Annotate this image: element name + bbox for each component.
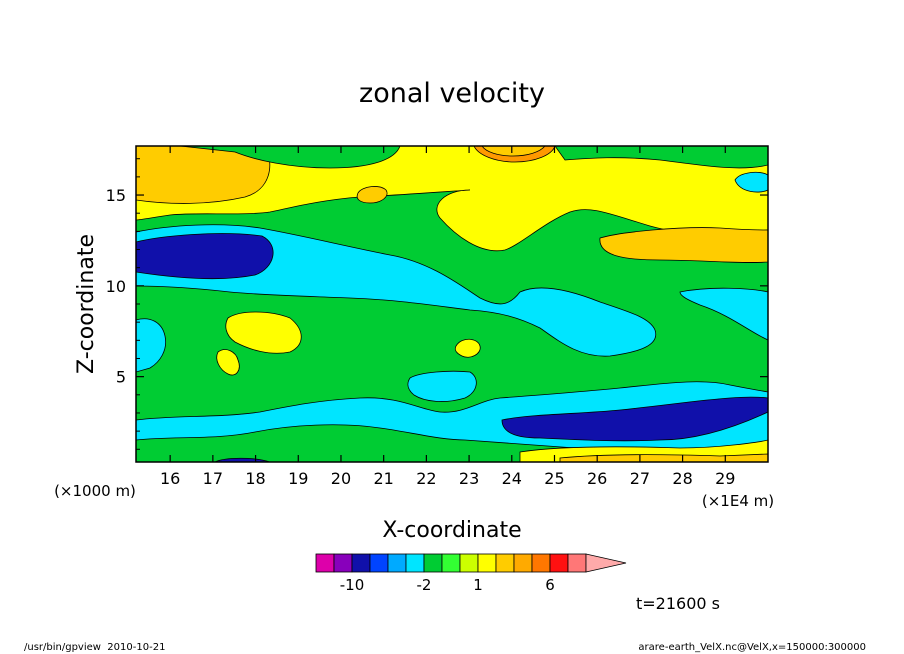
colorbar-swatch: [549, 553, 569, 573]
region-yellow-blob-1: [225, 311, 302, 354]
colorbar-label: -2: [417, 576, 432, 594]
colorbar-swatch: [405, 553, 425, 573]
region-orange-bottom-right: [559, 453, 768, 462]
x-tick-label: 24: [502, 469, 522, 488]
colorbar: -10 -2 1 6: [315, 553, 627, 594]
contour-field: [136, 146, 768, 462]
colorbar-swatch: [369, 553, 389, 573]
colorbar-swatch: [387, 553, 407, 573]
x-tick-label: 26: [587, 469, 607, 488]
footer-right: arare-earth_VelX.nc@VelX,x=150000:300000: [638, 642, 866, 653]
colorbar-label: -10: [340, 576, 365, 594]
region-cyan-lower-mid: [407, 370, 477, 402]
region-yellow-blob-3: [454, 338, 481, 358]
x-axis-label: X-coordinate: [382, 518, 521, 543]
x-tick-label: 23: [459, 469, 479, 488]
x-tick-label: 20: [331, 469, 351, 488]
chart-title: zonal velocity: [359, 78, 545, 109]
colorbar-swatch: [495, 553, 515, 573]
x-tick-label: 16: [160, 469, 180, 488]
x-tick-label: 19: [288, 469, 308, 488]
y-tick-label: 15: [106, 186, 126, 205]
x-axis: 16 17 18 19 20 21 22 23 24 25 26 27 28 29: [160, 146, 735, 488]
region-green-top-right: [554, 146, 768, 169]
x-unit-left: (×1000 m): [54, 482, 136, 500]
time-label: t=21600 s: [636, 594, 720, 613]
region-dark-blue-left: [136, 233, 274, 280]
colorbar-swatch: [351, 553, 371, 573]
region-yellow-blob-2: [216, 349, 240, 376]
colorbar-swatch: [333, 553, 353, 573]
y-axis: 5 10 15: [106, 158, 768, 450]
y-tick-label: 10: [106, 277, 126, 296]
y-tick-label: 5: [116, 368, 126, 387]
region-orange-blob: [356, 186, 388, 204]
region-green-top: [179, 146, 401, 169]
region-orange-right: [599, 227, 768, 263]
region-cyan-top-right: [734, 171, 768, 193]
x-tick-label: 18: [245, 469, 265, 488]
x-unit-right: (×1E4 m): [702, 492, 774, 510]
x-tick-label: 28: [672, 469, 692, 488]
region-top-yellow: [136, 146, 768, 252]
colorbar-swatch: [567, 553, 587, 573]
colorbar-label: 1: [473, 576, 483, 594]
region-orange-core: [481, 146, 546, 157]
x-tick-label: 25: [544, 469, 564, 488]
colorbar-label: 6: [545, 576, 555, 594]
region-dark-blue-lower-right: [501, 396, 768, 442]
colorbar-swatch: [531, 553, 551, 573]
colorbar-swatch: [513, 553, 533, 573]
colorbar-swatch: [315, 553, 335, 573]
x-tick-label: 27: [630, 469, 650, 488]
colorbar-swatch: [459, 553, 479, 573]
colorbar-swatch: [423, 553, 443, 573]
y-axis-label: Z-coordinate: [74, 234, 99, 374]
x-tick-label: 21: [373, 469, 393, 488]
region-cyan-right: [679, 287, 768, 341]
colorbar-swatch: [477, 553, 497, 573]
region-cyan-left: [136, 318, 167, 373]
x-tick-label: 22: [416, 469, 436, 488]
colorbar-swatch: [441, 553, 461, 573]
footer-left: /usr/bin/gpview 2010-10-21: [24, 642, 165, 653]
x-tick-label: 17: [203, 469, 223, 488]
colorbar-arrow: [585, 553, 627, 573]
x-tick-label: 29: [715, 469, 735, 488]
